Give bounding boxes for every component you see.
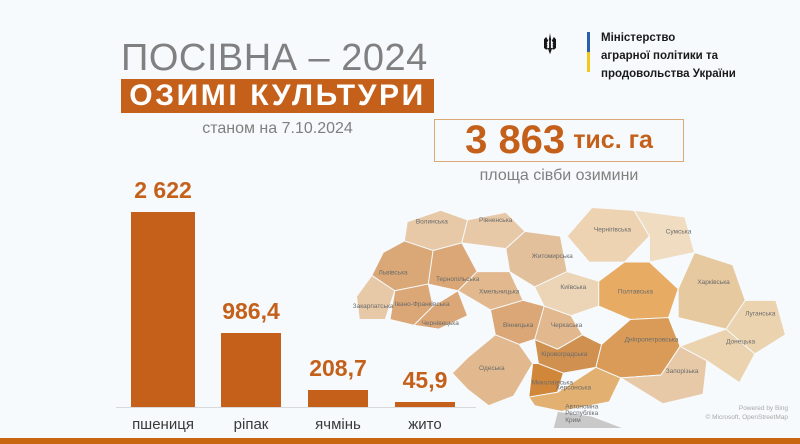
svg-text:Київська: Київська xyxy=(560,284,586,291)
svg-text:Одеська: Одеська xyxy=(479,365,505,372)
svg-text:Тернопільська: Тернопільська xyxy=(436,275,480,283)
svg-text:Львівська: Львівська xyxy=(379,268,409,276)
svg-text:Волинська: Волинська xyxy=(416,219,448,226)
svg-text:Харківська: Харківська xyxy=(697,278,730,286)
svg-text:Дніпропетровська: Дніпропетровська xyxy=(625,336,679,344)
svg-text:Сумська: Сумська xyxy=(666,228,692,235)
svg-text:Черкаська: Черкаська xyxy=(551,322,583,329)
svg-text:Житомирська: Житомирська xyxy=(532,253,573,260)
svg-text:Луганська: Луганська xyxy=(745,311,776,318)
svg-text:Рівненська: Рівненська xyxy=(479,216,513,224)
svg-text:Вінницька: Вінницька xyxy=(503,321,534,329)
svg-text:Закарпатська: Закарпатська xyxy=(353,303,394,310)
svg-text:Чернігівська: Чернігівська xyxy=(594,225,631,233)
svg-text:Запорізька: Запорізька xyxy=(666,367,699,375)
svg-text:Донецька: Донецька xyxy=(726,338,755,345)
svg-text:Хмельницька: Хмельницька xyxy=(479,289,520,296)
svg-text:Херсонська: Херсонська xyxy=(556,384,592,391)
svg-text:Чернівецька: Чернівецька xyxy=(422,319,460,327)
svg-text:Івано-Франківська: Івано-Франківська xyxy=(395,300,450,308)
svg-text:Крим: Крим xyxy=(565,417,581,424)
svg-text:Полтавська: Полтавська xyxy=(618,289,653,296)
svg-text:Кіровоградська: Кіровоградська xyxy=(541,350,587,358)
